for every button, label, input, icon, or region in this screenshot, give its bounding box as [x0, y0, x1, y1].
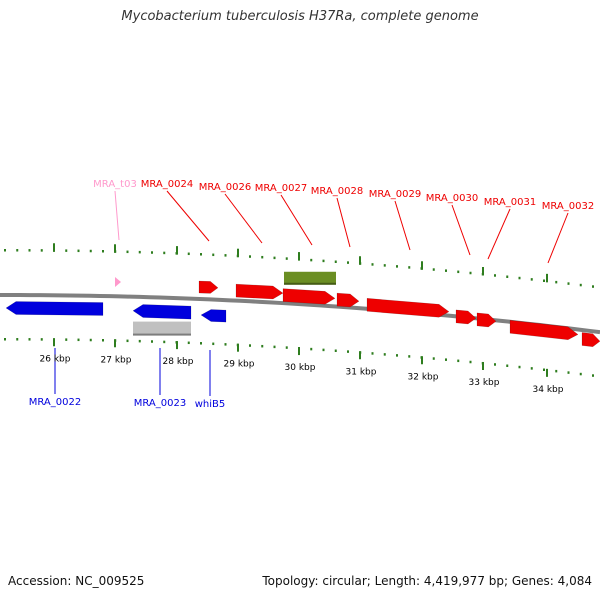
- gene-arrow-mra-0031[interactable]: [476, 312, 497, 328]
- leader-line: [114, 190, 120, 241]
- accession-text: Accession: NC_009525: [8, 574, 145, 588]
- kbp-label: 27 kbp: [101, 355, 132, 365]
- feature-label-mra-0024[interactable]: MRA_0024: [141, 179, 193, 190]
- feature-label-mra-t03[interactable]: MRA_t03: [93, 179, 137, 190]
- leader-line: [224, 193, 263, 244]
- genome-summary-text: Topology: circular; Length: 4,419,977 bp…: [262, 574, 592, 588]
- misc-feature-box[interactable]: [284, 271, 336, 285]
- genome-backbone: [0, 293, 600, 335]
- leader-line: [336, 197, 351, 248]
- gene-arrow-mra-0026[interactable]: [235, 283, 284, 300]
- kbp-label: 26 kbp: [40, 354, 71, 364]
- gene-arrow-mra-0024[interactable]: [198, 280, 219, 294]
- feature-label-mra-0023[interactable]: MRA_0023: [134, 398, 186, 409]
- leader-line: [451, 204, 471, 256]
- feature-label-mra-0032[interactable]: MRA_0032: [542, 201, 594, 212]
- kbp-label: 34 kbp: [533, 385, 564, 395]
- kbp-label: 28 kbp: [163, 357, 194, 367]
- feature-labels: MRA_t03 MRA_0024 MRA_0026 MRA_0027 MRA_0028 M…: [29, 179, 594, 410]
- kbp-label: 31 kbp: [346, 367, 377, 377]
- pseudogene-box-edge: [133, 333, 191, 336]
- leader-line: [394, 200, 411, 251]
- label-leader-lines: [54, 190, 569, 396]
- gene-arrow-mra-0030[interactable]: [455, 309, 477, 325]
- kbp-label: 29 kbp: [224, 360, 255, 370]
- feature-label-mra-0026[interactable]: MRA_0026: [199, 182, 251, 193]
- feature-label-whib5[interactable]: whiB5: [195, 399, 226, 410]
- feature-label-mra-0030[interactable]: MRA_0030: [426, 193, 478, 204]
- kbp-tick-labels: 26 kbp 27 kbp 28 kbp 29 kbp 30 kbp 31 kbp 32 k…: [40, 354, 564, 395]
- feature-label-mra-0027[interactable]: MRA_0027: [255, 183, 307, 194]
- map-title: Mycobacterium tuberculosis H37Ra, comple…: [121, 9, 479, 24]
- misc-feature-box-edge: [284, 282, 336, 285]
- leader-line: [280, 194, 313, 246]
- gene-arrow-mra-0027[interactable]: [282, 288, 336, 305]
- feature-label-mra-0028[interactable]: MRA_0028: [311, 186, 363, 197]
- gene-arrow-mra-0028[interactable]: [336, 292, 360, 308]
- kbp-label: 33 kbp: [469, 378, 500, 388]
- feature-label-mra-0029[interactable]: MRA_0029: [369, 189, 421, 200]
- feature-label-mra-0022[interactable]: MRA_0022: [29, 397, 81, 408]
- leader-line: [547, 212, 569, 264]
- kbp-label: 30 kbp: [285, 363, 316, 373]
- kbp-label: 32 kbp: [408, 372, 439, 382]
- gene-arrow-mra-0032[interactable]: [509, 320, 579, 341]
- gene-arrow-mra-0022[interactable]: [5, 301, 104, 316]
- leader-line: [166, 190, 210, 242]
- gene-arrow-mra-0023[interactable]: [132, 304, 192, 320]
- gene-arrow-whib5[interactable]: [200, 309, 227, 323]
- gene-arrow-mra-0029[interactable]: [366, 298, 450, 318]
- pseudogene-box[interactable]: [133, 321, 191, 336]
- lower-tick-track: [4, 338, 594, 377]
- upper-tick-track: [4, 243, 594, 288]
- gene-arrow-next[interactable]: [581, 332, 600, 348]
- feature-track: [5, 271, 600, 348]
- leader-line: [487, 208, 511, 260]
- backbone-line: [0, 293, 600, 335]
- trna-marker-mra-t03[interactable]: [115, 277, 121, 287]
- feature-label-mra-0031[interactable]: MRA_0031: [484, 197, 536, 208]
